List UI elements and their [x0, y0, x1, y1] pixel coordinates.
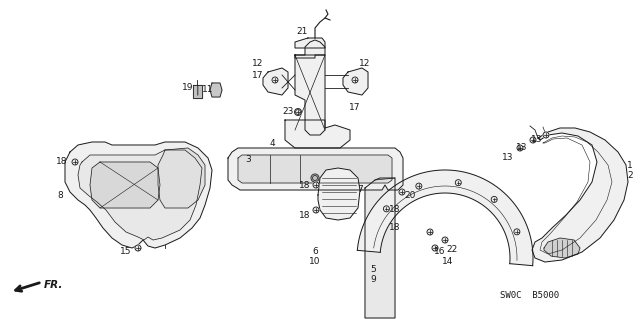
Text: 16: 16 — [435, 248, 445, 256]
Text: |: | — [195, 85, 199, 95]
Text: 14: 14 — [442, 257, 454, 266]
Text: 1: 1 — [627, 160, 633, 169]
Polygon shape — [193, 85, 202, 98]
Text: 23: 23 — [282, 108, 294, 116]
Circle shape — [491, 197, 497, 202]
Text: 10: 10 — [309, 257, 321, 266]
Text: 4: 4 — [269, 138, 275, 147]
Circle shape — [442, 237, 448, 243]
Text: 6: 6 — [312, 248, 318, 256]
Text: FR.: FR. — [44, 280, 63, 290]
Circle shape — [427, 229, 433, 235]
Polygon shape — [285, 120, 350, 148]
Circle shape — [294, 108, 301, 115]
Text: 7: 7 — [357, 186, 363, 195]
Text: SW0C  B5000: SW0C B5000 — [500, 291, 559, 300]
Circle shape — [312, 175, 317, 181]
Polygon shape — [238, 155, 392, 183]
Polygon shape — [318, 168, 360, 220]
Circle shape — [311, 174, 319, 182]
Circle shape — [530, 137, 536, 143]
Text: 18: 18 — [389, 205, 401, 214]
Circle shape — [313, 207, 319, 213]
Text: 12: 12 — [252, 58, 264, 68]
Polygon shape — [295, 38, 325, 48]
Polygon shape — [78, 150, 202, 240]
Polygon shape — [295, 55, 325, 135]
Polygon shape — [365, 178, 395, 318]
Text: 11: 11 — [202, 85, 214, 94]
Circle shape — [514, 229, 520, 235]
Circle shape — [272, 77, 278, 83]
Text: 19: 19 — [182, 84, 194, 93]
Polygon shape — [263, 68, 288, 95]
Circle shape — [383, 206, 389, 212]
Text: 12: 12 — [359, 58, 371, 68]
Text: 20: 20 — [404, 190, 416, 199]
Text: 15: 15 — [120, 248, 132, 256]
Circle shape — [135, 245, 141, 251]
Polygon shape — [65, 142, 212, 248]
Text: 18: 18 — [56, 158, 68, 167]
Text: 21: 21 — [296, 27, 308, 36]
Text: 8: 8 — [57, 190, 63, 199]
Text: 17: 17 — [252, 70, 264, 79]
Text: 18: 18 — [300, 181, 311, 189]
Polygon shape — [357, 170, 533, 266]
Polygon shape — [532, 128, 628, 262]
Circle shape — [352, 77, 358, 83]
Text: 18: 18 — [389, 224, 401, 233]
Text: 22: 22 — [446, 246, 458, 255]
Polygon shape — [544, 238, 580, 258]
Polygon shape — [343, 68, 368, 95]
Circle shape — [399, 189, 405, 195]
Circle shape — [296, 109, 301, 115]
Polygon shape — [210, 83, 222, 97]
Text: 18: 18 — [300, 211, 311, 219]
Text: 17: 17 — [349, 103, 361, 113]
Text: 5: 5 — [370, 265, 376, 275]
Circle shape — [416, 183, 422, 189]
Polygon shape — [90, 162, 160, 208]
Polygon shape — [228, 148, 403, 190]
Circle shape — [517, 145, 523, 151]
Polygon shape — [158, 148, 205, 208]
Text: 3: 3 — [245, 155, 251, 165]
Text: 2: 2 — [627, 170, 633, 180]
Text: 13: 13 — [516, 144, 528, 152]
Circle shape — [72, 159, 78, 165]
Circle shape — [543, 132, 549, 138]
Text: 13: 13 — [531, 136, 543, 145]
Circle shape — [455, 180, 461, 186]
Text: 13: 13 — [502, 153, 514, 162]
Circle shape — [313, 182, 319, 188]
Text: 9: 9 — [370, 276, 376, 285]
Polygon shape — [295, 40, 325, 58]
Circle shape — [432, 245, 438, 251]
